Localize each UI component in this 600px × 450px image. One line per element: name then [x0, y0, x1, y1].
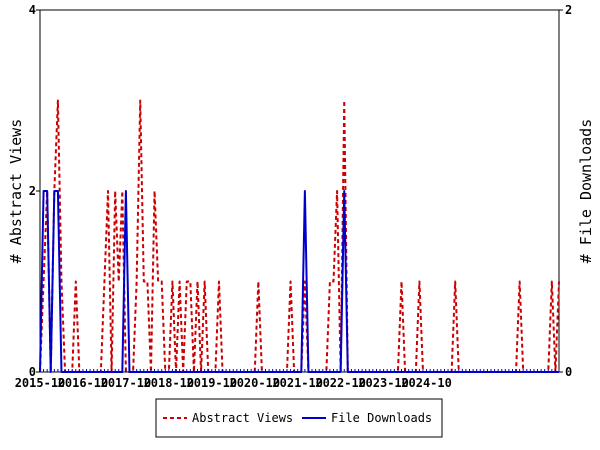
legend-label-abstract-views: Abstract Views: [192, 411, 293, 425]
x-tick-label: 2020-10: [229, 376, 280, 390]
left-y-tick-label: 4: [29, 3, 36, 17]
x-tick-label: 2018-10: [144, 376, 195, 390]
series-line-file-downloads: [39, 190, 559, 373]
x-tick-label: 2016-10: [58, 376, 109, 390]
x-axis: 2015-102016-102017-102018-102019-102020-…: [15, 369, 560, 390]
x-tick-label: 2015-10: [15, 376, 66, 390]
x-tick-label: 2022-10: [315, 376, 366, 390]
left-axis-title: # Abstract Views: [7, 119, 25, 264]
legend: Abstract Views File Downloads: [155, 398, 443, 438]
x-tick-label: 2024-10: [401, 376, 452, 390]
x-tick-label: 2019-10: [187, 376, 238, 390]
legend-box: [155, 398, 443, 438]
left-y-tick-label: 0: [29, 365, 36, 379]
legend-label-file-downloads: File Downloads: [331, 411, 432, 425]
x-tick-label: 2021-10: [272, 376, 323, 390]
right-axis-title: # File Downloads: [577, 119, 595, 264]
plot-area: [39, 9, 560, 373]
x-tick-label: 2023-10: [358, 376, 409, 390]
left-y-tick-label: 2: [29, 184, 36, 198]
series-layer: [39, 99, 560, 373]
right-y-tick-label: 2: [565, 3, 572, 17]
right-y-tick-label: 0: [565, 365, 572, 379]
y-axes: 0 2 4 0 2: [29, 3, 572, 379]
x-tick-label: 2017-10: [101, 376, 152, 390]
